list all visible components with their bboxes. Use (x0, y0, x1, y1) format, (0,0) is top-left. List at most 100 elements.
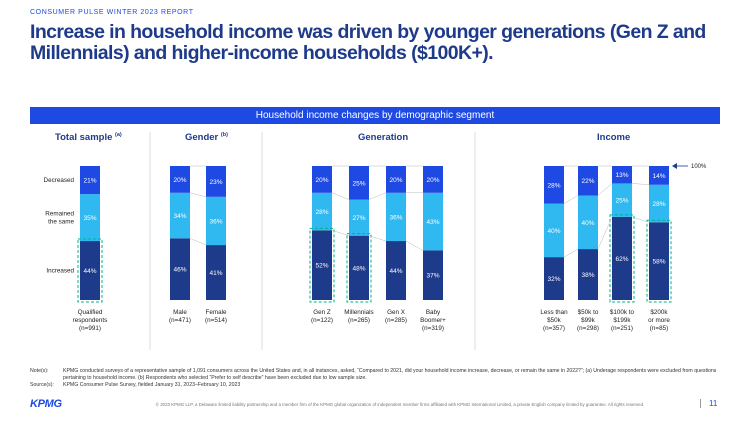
panel-title-generation: Generation (358, 132, 409, 143)
category-label: $50k (547, 317, 562, 324)
bar-remained-the-same (386, 192, 406, 242)
data-label: 28% (652, 201, 665, 208)
bar-decreased (544, 166, 564, 204)
category-label: Gen X (387, 309, 406, 316)
data-label: 41% (209, 270, 222, 277)
category-label: Female (206, 309, 227, 316)
bar-decreased (423, 166, 443, 193)
bar-increased (206, 245, 226, 300)
highlight-box (309, 227, 335, 303)
data-label: 21% (83, 178, 96, 185)
row-label: the same (48, 219, 74, 226)
highlight-box (609, 214, 635, 303)
category-label: $50k to (578, 309, 599, 316)
category-label: Qualified (78, 309, 103, 316)
category-label: $200k (650, 309, 668, 316)
connector-line (331, 192, 350, 200)
row-label: Decreased (44, 177, 75, 184)
bar-remained-the-same (612, 183, 632, 217)
bar-increased (612, 216, 632, 300)
connector-line (331, 230, 350, 236)
highlight-box (77, 238, 103, 303)
bar-increased (544, 257, 564, 300)
data-label: 23% (209, 179, 222, 186)
bar-remained-the-same (649, 184, 669, 223)
connector-line (563, 248, 579, 258)
annotation-100-percent: 100% (691, 164, 707, 170)
bar-remained-the-same (544, 203, 564, 258)
data-label: 27% (352, 215, 365, 222)
data-label: 44% (389, 268, 402, 275)
category-label: (n=298) (577, 325, 599, 332)
bar-remained-the-same (206, 196, 226, 246)
category-label: Baby (426, 309, 441, 316)
category-label: (n=514) (205, 317, 227, 324)
bar-decreased (170, 166, 190, 193)
bar-increased (80, 241, 100, 300)
data-label: 35% (83, 215, 96, 222)
category-label: (n=251) (611, 325, 633, 332)
bar-decreased (578, 166, 598, 196)
connector-line (631, 183, 650, 186)
bar-increased (649, 222, 669, 300)
bar-increased (578, 249, 598, 300)
bar-decreased (349, 166, 369, 200)
data-label: 14% (652, 173, 665, 180)
connector-line (368, 192, 387, 200)
data-label: 58% (652, 259, 665, 266)
connector-line (405, 240, 424, 251)
bar-decreased (649, 166, 669, 185)
data-label: 25% (352, 180, 365, 187)
bar-increased (349, 235, 369, 300)
data-label: 36% (209, 218, 222, 225)
data-label: 48% (352, 265, 365, 272)
data-label: 25% (615, 198, 628, 205)
category-label: or more (648, 317, 670, 324)
bar-remained-the-same (423, 192, 443, 251)
category-label: (n=122) (311, 317, 333, 324)
category-label: (n=357) (543, 325, 565, 332)
highlight-box (646, 219, 672, 303)
note-row: Note(s): KPMG conducted surveys of a repr… (30, 368, 717, 381)
category-label: Gen Z (313, 309, 331, 316)
data-label: 28% (315, 209, 328, 216)
arrow-icon (672, 163, 677, 169)
headline: Increase in household income was driven … (30, 21, 706, 64)
bar-remained-the-same (312, 192, 332, 231)
data-label: 52% (315, 263, 328, 270)
data-label: 34% (173, 213, 186, 220)
connector-line (563, 195, 579, 204)
data-label: 20% (315, 177, 328, 184)
category-label: Less than (540, 309, 568, 316)
footer-copyright: © 2023 KPMG LLP, a Delaware limited liab… (155, 402, 645, 407)
data-label: 20% (173, 177, 186, 184)
category-label: (n=85) (650, 325, 668, 332)
data-label: 28% (547, 182, 560, 189)
bar-remained-the-same (170, 192, 190, 239)
data-label: 40% (547, 228, 560, 235)
category-label: (n=319) (422, 325, 444, 332)
bar-increased (386, 241, 406, 300)
connector-line (597, 183, 613, 196)
category-label: Male (173, 309, 187, 316)
bar-increased (312, 230, 332, 300)
source-row: Source(s): KPMG Consumer Pulse Survey, fi… (30, 382, 241, 388)
bar-increased (423, 250, 443, 300)
connector-line (189, 238, 207, 246)
data-label: 40% (581, 220, 594, 227)
bar-increased (170, 238, 190, 300)
category-label: (n=265) (348, 317, 370, 324)
category-label: $99k (581, 317, 596, 324)
category-label: Boomer+ (420, 317, 446, 324)
panel-title-income: Income (597, 132, 631, 143)
data-label: 13% (615, 172, 628, 179)
connector-line (597, 216, 613, 250)
bar-remained-the-same (578, 195, 598, 250)
connector-line (189, 192, 207, 198)
connector-line (368, 235, 387, 242)
panel-title-total: Total sample (a) (55, 132, 122, 144)
notes: Note(s): KPMG conducted surveys of a repr… (30, 368, 720, 389)
category-label: $100k to (610, 309, 635, 316)
data-label: 62% (615, 256, 628, 263)
